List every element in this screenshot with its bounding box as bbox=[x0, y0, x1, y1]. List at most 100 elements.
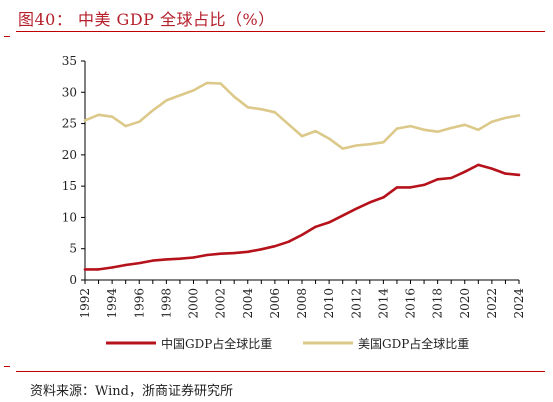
data-point bbox=[382, 196, 385, 199]
legend-label-2: 美国GDP占全球比重 bbox=[358, 336, 469, 351]
x-tick-label: 2006 bbox=[268, 288, 282, 319]
chart-axes: 0 5 10 15 20 25 30 35 1992 1994 1996 1998 2000 2002 20… bbox=[62, 54, 526, 319]
data-point bbox=[368, 143, 372, 146]
data-point bbox=[395, 186, 399, 189]
x-tick-label: 2008 bbox=[295, 288, 309, 319]
data-point bbox=[151, 259, 155, 262]
data-point bbox=[463, 123, 466, 127]
y-tick-label: 30 bbox=[62, 85, 77, 99]
data-point bbox=[165, 258, 168, 261]
data-point bbox=[314, 225, 317, 229]
x-tick-label: 2010 bbox=[322, 288, 336, 319]
data-point bbox=[436, 178, 439, 181]
data-point bbox=[327, 137, 331, 140]
data-point bbox=[477, 128, 480, 132]
data-point bbox=[314, 129, 317, 133]
data-point bbox=[449, 176, 453, 180]
data-point bbox=[287, 240, 290, 244]
x-tick-label: 2016 bbox=[404, 288, 418, 319]
chart-legend: 中国GDP占全球比重 美国GDP占全球比重 bbox=[106, 336, 469, 351]
x-tick-label: 2018 bbox=[431, 288, 445, 319]
data-point bbox=[138, 261, 141, 265]
data-point bbox=[463, 170, 466, 173]
data-point bbox=[504, 116, 507, 120]
data-point bbox=[97, 268, 100, 271]
y-tick-label: 10 bbox=[62, 210, 77, 224]
data-point bbox=[287, 122, 290, 126]
data-point bbox=[327, 221, 331, 224]
data-point bbox=[300, 134, 304, 138]
data-point bbox=[232, 251, 236, 255]
data-point bbox=[517, 114, 521, 117]
top-rule bbox=[16, 31, 545, 32]
x-tick-label: 2022 bbox=[485, 288, 499, 319]
data-point bbox=[192, 256, 195, 259]
data-point bbox=[97, 113, 100, 117]
data-point bbox=[246, 106, 249, 109]
data-point bbox=[246, 250, 249, 254]
x-tick-label: 2020 bbox=[458, 288, 472, 319]
series-line-2 bbox=[83, 81, 521, 150]
data-point bbox=[178, 94, 182, 97]
data-point bbox=[165, 99, 168, 102]
data-point bbox=[219, 82, 222, 85]
data-point bbox=[192, 89, 195, 92]
data-point bbox=[341, 147, 344, 150]
data-point bbox=[273, 245, 277, 248]
data-point bbox=[124, 263, 127, 267]
y-tick-label: 15 bbox=[62, 179, 77, 193]
data-point bbox=[260, 107, 263, 111]
y-tick-label: 25 bbox=[62, 117, 77, 131]
data-point bbox=[205, 81, 209, 85]
data-point bbox=[83, 119, 87, 122]
data-point bbox=[490, 120, 494, 123]
data-point bbox=[341, 214, 344, 217]
data-point bbox=[395, 127, 399, 130]
top-margin-mark bbox=[4, 36, 10, 37]
data-point bbox=[368, 201, 372, 204]
x-tick-label: 2000 bbox=[187, 288, 201, 319]
bottom-margin-mark bbox=[4, 366, 10, 367]
data-point bbox=[517, 173, 521, 177]
x-tick-label: 1994 bbox=[105, 288, 119, 319]
data-point bbox=[151, 109, 155, 112]
data-point bbox=[449, 126, 453, 130]
x-tick-label: 2004 bbox=[241, 288, 255, 319]
y-tick-label: 20 bbox=[62, 148, 77, 162]
x-tick-label: 1996 bbox=[132, 288, 146, 319]
data-point bbox=[110, 115, 114, 118]
data-point bbox=[205, 253, 209, 257]
x-tick-label: 1992 bbox=[78, 288, 92, 319]
y-tick-label: 0 bbox=[69, 273, 77, 287]
data-point bbox=[409, 124, 412, 128]
chart-plot-area bbox=[83, 81, 521, 271]
data-point bbox=[83, 268, 87, 271]
data-point bbox=[504, 172, 507, 175]
bottom-rule bbox=[16, 371, 545, 372]
data-point bbox=[300, 233, 304, 237]
data-point bbox=[436, 130, 439, 133]
x-tick-label: 1998 bbox=[159, 288, 173, 319]
data-point bbox=[178, 257, 182, 260]
legend-label-1: 中国GDP占全球比重 bbox=[161, 336, 272, 351]
figure-title: 图40： 中美 GDP 全球占比（%） bbox=[18, 10, 275, 29]
y-tick-label: 5 bbox=[69, 242, 77, 256]
x-tick-label: 2024 bbox=[512, 288, 526, 319]
data-point bbox=[490, 167, 494, 170]
data-point bbox=[232, 95, 236, 98]
data-point bbox=[138, 120, 141, 123]
data-point bbox=[422, 183, 426, 187]
data-point bbox=[124, 124, 127, 128]
data-point bbox=[260, 248, 263, 251]
data-point bbox=[273, 111, 277, 114]
data-point bbox=[382, 141, 385, 144]
x-tick-label: 2012 bbox=[349, 288, 363, 319]
x-tick-label: 2014 bbox=[376, 288, 390, 319]
y-tick-label: 35 bbox=[62, 54, 77, 68]
data-point bbox=[355, 144, 358, 147]
data-point bbox=[409, 186, 412, 189]
data-point bbox=[355, 207, 358, 210]
source-note: 资料来源：Wind，浙商证券研究所 bbox=[30, 384, 233, 399]
series-line-1 bbox=[83, 163, 521, 271]
